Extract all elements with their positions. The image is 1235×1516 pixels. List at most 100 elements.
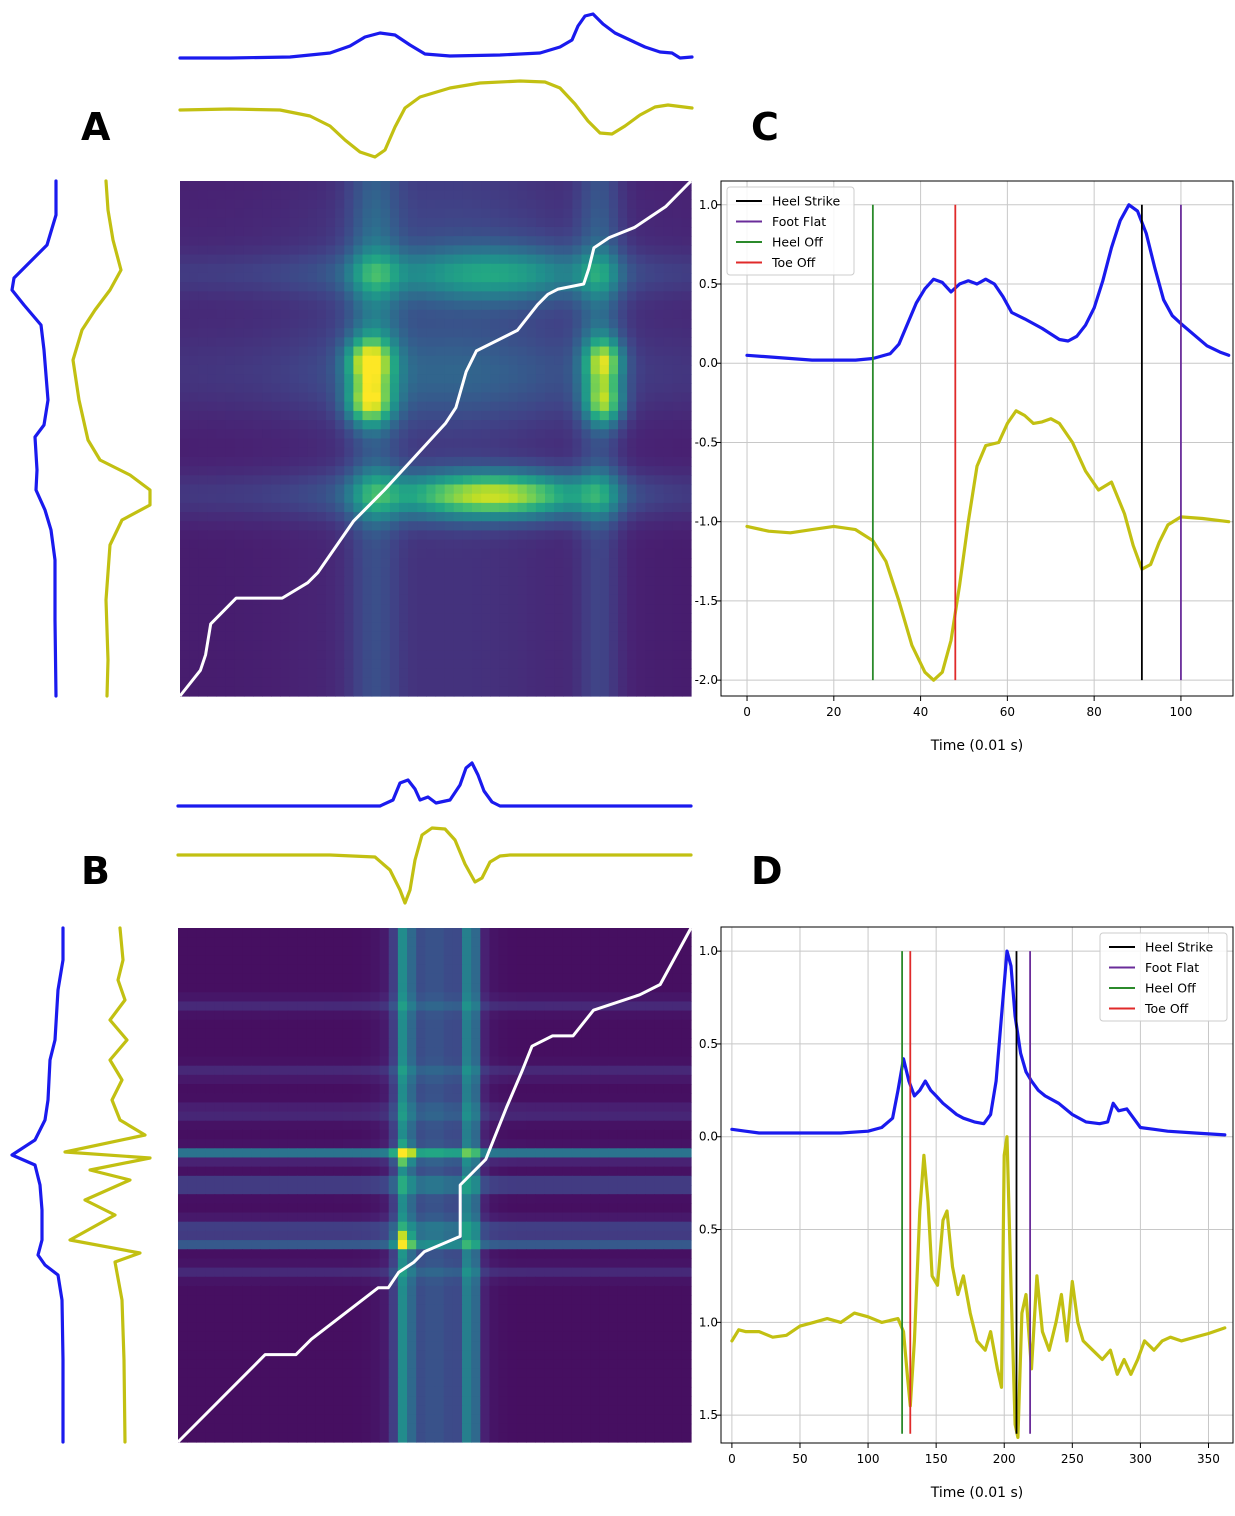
heatmap-cell [554, 291, 564, 302]
heatmap-cell [189, 484, 199, 495]
heatmap-cell [681, 383, 692, 394]
heatmap-cell [545, 226, 555, 237]
heatmap-cell [344, 199, 354, 210]
heatmap-cell [672, 512, 683, 522]
heatmap-cell [225, 585, 236, 596]
heatmap-cell [287, 1019, 298, 1030]
heatmap-cell [407, 1001, 417, 1012]
heatmap-cell [352, 1185, 362, 1195]
heatmap-cell [672, 355, 683, 366]
heatmap-cell [316, 493, 327, 504]
heatmap-cell [198, 548, 208, 559]
heatmap-cell [554, 410, 564, 421]
heatmap-cell [198, 300, 208, 311]
heatmap-cell [645, 1166, 655, 1177]
heatmap-cell [399, 226, 409, 237]
heatmap-cell [407, 955, 417, 966]
heatmap-cell [262, 585, 272, 596]
heatmap-cell [335, 226, 345, 237]
heatmap-cell [326, 456, 336, 467]
heatmap-cell [654, 190, 665, 200]
heatmap-cell [416, 992, 426, 1003]
heatmap-cell [253, 190, 263, 200]
heatmap-cell [636, 1194, 646, 1204]
heatmap-cell [472, 640, 482, 651]
heatmap-cell [262, 245, 272, 256]
heatmap-cell [499, 346, 510, 357]
heatmap-cell [590, 208, 601, 219]
heatmap-cell [205, 964, 216, 975]
heatmap-cell [434, 1203, 445, 1214]
heatmap-cell [223, 1111, 234, 1122]
heatmap-cell [608, 236, 619, 246]
heatmap-cell [297, 946, 307, 957]
heatmap-cell [453, 309, 464, 320]
heatmap-cell [216, 456, 227, 467]
heatmap-cell [489, 1028, 500, 1039]
heatmap-cell [498, 1093, 509, 1103]
heatmap-cell [408, 640, 418, 651]
heatmap-cell [645, 1139, 655, 1149]
heatmap-cell [189, 576, 199, 587]
heatmap-cell [316, 502, 327, 513]
heatmap-cell [654, 928, 665, 938]
heatmap-cell [271, 328, 281, 338]
heatmap-cell [517, 208, 528, 219]
heatmap-cell [243, 594, 254, 605]
heatmap-cell [608, 1157, 619, 1168]
heatmap-cell [306, 1166, 317, 1177]
heatmap-cell [297, 1129, 307, 1140]
heatmap-cell [581, 585, 592, 596]
heatmap-cell [654, 1001, 665, 1012]
heatmap-cell [535, 677, 546, 688]
heatmap-cell [407, 973, 417, 984]
heatmap-cell [408, 392, 418, 403]
heatmap-cell [681, 640, 692, 651]
heatmap-cell [472, 659, 482, 670]
heatmap-cell [426, 539, 437, 550]
heatmap-cell [370, 1010, 381, 1021]
heatmap-cell [371, 502, 382, 513]
heatmap-cell [216, 272, 227, 283]
heatmap-cell [508, 282, 519, 292]
heatmap-cell [178, 1111, 188, 1122]
heatmap-cell [399, 291, 409, 302]
heatmap-cell [526, 245, 537, 256]
heatmap-cell [344, 502, 354, 513]
heatmap-cell [298, 374, 309, 384]
heatmap-cell [581, 937, 591, 947]
heatmap-cell [307, 245, 318, 256]
heatmap-cell [571, 1019, 582, 1030]
heatmap-cell [298, 640, 309, 651]
heatmap-cell [353, 226, 364, 237]
heatmap-cell [371, 438, 382, 449]
heatmap-cell [498, 1065, 509, 1076]
heatmap-cell [198, 318, 208, 329]
heatmap-cell [462, 226, 473, 237]
heatmap-cell [207, 374, 218, 384]
heatmap-cell [645, 208, 656, 219]
heatmap-cell [262, 622, 272, 633]
heatmap-cell [508, 374, 519, 384]
heatmap-cell [324, 992, 335, 1003]
heatmap-cell [672, 558, 683, 568]
heatmap-cell [399, 613, 409, 624]
heatmap-cell [608, 291, 619, 302]
heatmap-cell [499, 558, 510, 568]
heatmap-cell [654, 401, 665, 412]
heatmap-cell [316, 346, 327, 357]
heatmap-cell [216, 364, 227, 375]
heatmap-cell [315, 1139, 326, 1149]
heatmap-cell [636, 1203, 646, 1214]
heatmap-cell [681, 1185, 692, 1195]
heatmap-cell [271, 355, 281, 366]
heatmap-cell [307, 493, 318, 504]
heatmap-cell [472, 567, 482, 578]
heatmap-cell [417, 190, 427, 200]
heatmap-cell [498, 1157, 509, 1168]
heatmap-cell [371, 604, 382, 614]
heatmap-cell [526, 282, 537, 292]
heatmap-cell [353, 475, 364, 486]
heatmap-cell [335, 300, 345, 311]
heatmap-cell [636, 1038, 646, 1048]
